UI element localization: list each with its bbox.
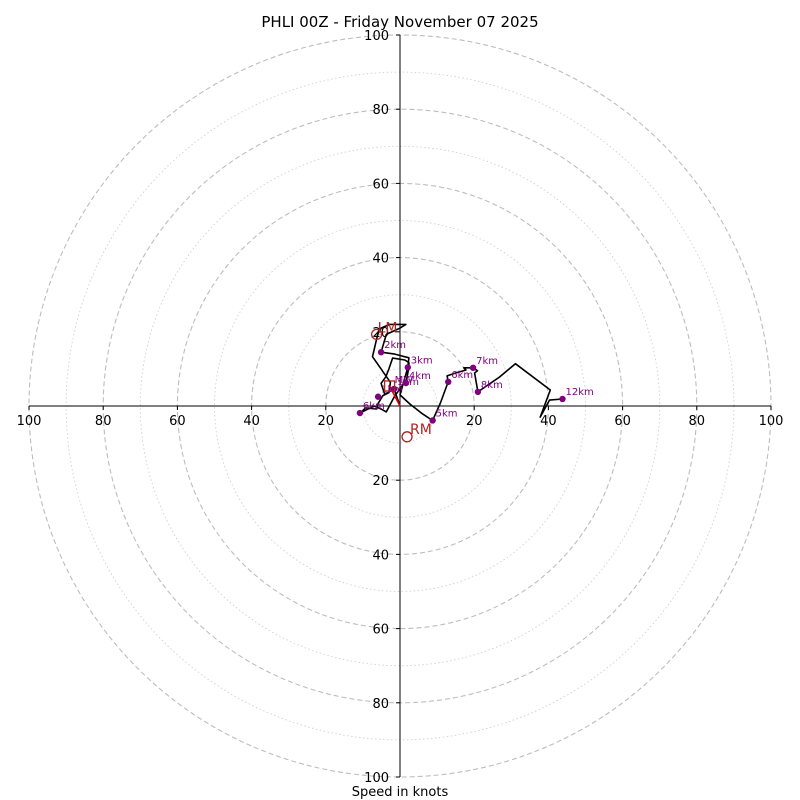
y-tick-label: 40 — [372, 252, 389, 267]
y-tick-label: 60 — [372, 623, 389, 638]
height-marker-dot — [429, 417, 436, 424]
height-marker-dot — [377, 349, 385, 356]
height-marker-dot — [402, 379, 410, 387]
height-marker-dot — [474, 388, 482, 396]
x-tick-label: 40 — [540, 414, 557, 429]
x-tick-label: 60 — [614, 414, 631, 429]
height-marker-label: 4km — [409, 371, 431, 382]
x-tick-label: 80 — [95, 414, 112, 429]
x-tick-label: 80 — [689, 414, 706, 429]
y-tick-label: 80 — [372, 697, 389, 712]
height-marker-label: 12km — [565, 387, 593, 398]
x-tick-label: 100 — [759, 414, 784, 429]
left-mover-marker — [370, 328, 383, 341]
storm-motion-markers: RM LM MW — [370, 320, 432, 443]
x-axis-label: Speed in knots — [352, 785, 449, 800]
chart-title: PHLI 00Z - Friday November 07 2025 — [261, 13, 538, 31]
x-tick-label: 20 — [318, 414, 335, 429]
right-mover-label: RM — [410, 422, 432, 438]
height-marker-dot — [469, 364, 477, 371]
height-marker-label: 8km — [481, 380, 503, 391]
right-mover-marker — [401, 431, 413, 443]
y-tick-label: 100 — [364, 771, 389, 786]
mean-wind-label: MW — [395, 375, 414, 386]
x-tick-label: 40 — [243, 414, 260, 429]
x-tick-label: 20 — [466, 414, 483, 429]
mean-wind-marker — [383, 380, 396, 392]
height-marker-dot — [445, 378, 452, 386]
height-marker-dot — [559, 395, 566, 403]
y-tick-label: 100 — [364, 29, 389, 44]
height-marker-dot — [374, 393, 382, 400]
height-marker-dot — [404, 364, 411, 371]
height-marker-label: 3km — [411, 355, 433, 366]
height-markers: 1km2km3km4km5km6km7km8km12km6km1km — [356, 340, 594, 424]
y-tick-label: 80 — [372, 103, 389, 118]
y-tick-label: 60 — [372, 177, 389, 192]
left-mover-label: LM — [378, 320, 398, 336]
height-marker-label: 5km — [436, 408, 458, 419]
y-tick-label: 20 — [372, 474, 389, 489]
height-marker-label: 2km — [384, 340, 406, 351]
height-marker-label: 7km — [476, 356, 498, 367]
x-tick-label: 60 — [169, 414, 186, 429]
height-marker-label: 6km — [363, 401, 385, 412]
x-tick-label: 100 — [17, 414, 42, 429]
height-marker-label: 1km — [381, 385, 403, 396]
height-marker-dot — [356, 409, 364, 417]
tick-labels: 100 80 60 40 20 20 40 60 80 100100806040202040608… — [17, 29, 784, 786]
y-tick-label: 40 — [372, 548, 389, 563]
height-marker-label: 6km — [451, 370, 473, 381]
